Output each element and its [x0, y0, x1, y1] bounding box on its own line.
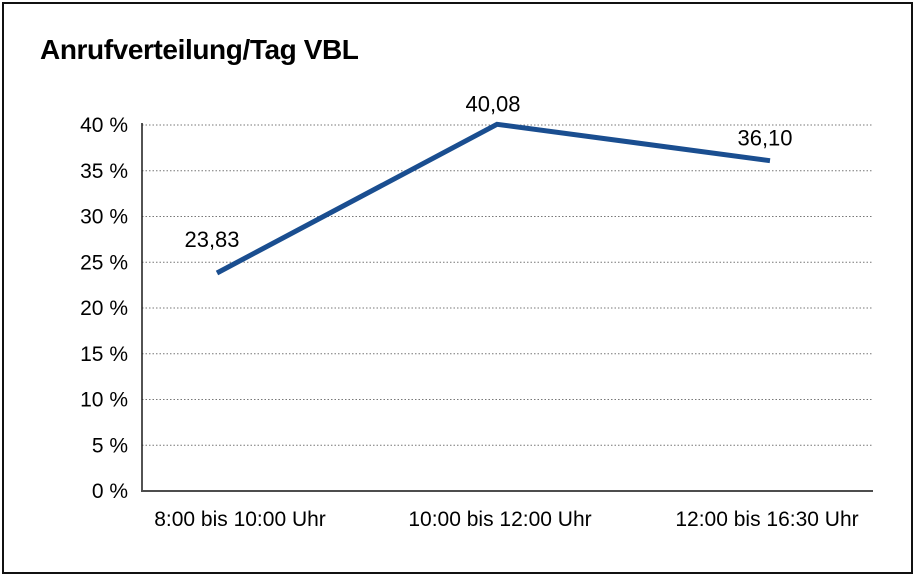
- data-point-label: 23,83: [184, 227, 239, 252]
- y-tick-label: 0 %: [92, 480, 128, 503]
- y-tick-label: 5 %: [92, 434, 128, 457]
- y-tick-label: 30 %: [80, 206, 128, 229]
- y-tick-label: 10 %: [80, 389, 128, 412]
- x-tick-label: 12:00 bis 16:30 Uhr: [675, 508, 858, 531]
- x-tick-label: 10:00 bis 12:00 Uhr: [408, 508, 591, 531]
- y-tick-label: 35 %: [80, 160, 128, 183]
- y-tick-label: 15 %: [80, 343, 128, 366]
- data-line: [215, 121, 771, 276]
- y-tick-label: 40 %: [80, 114, 128, 137]
- chart-title: Anrufverteilung/Tag VBL: [40, 34, 359, 65]
- data-point-label: 36,10: [737, 126, 792, 151]
- y-tick-label: 20 %: [80, 297, 128, 320]
- data-point-label: 40,08: [465, 91, 520, 116]
- y-tick-label: 25 %: [80, 251, 128, 274]
- x-tick-label: 8:00 bis 10:00 Uhr: [154, 508, 326, 531]
